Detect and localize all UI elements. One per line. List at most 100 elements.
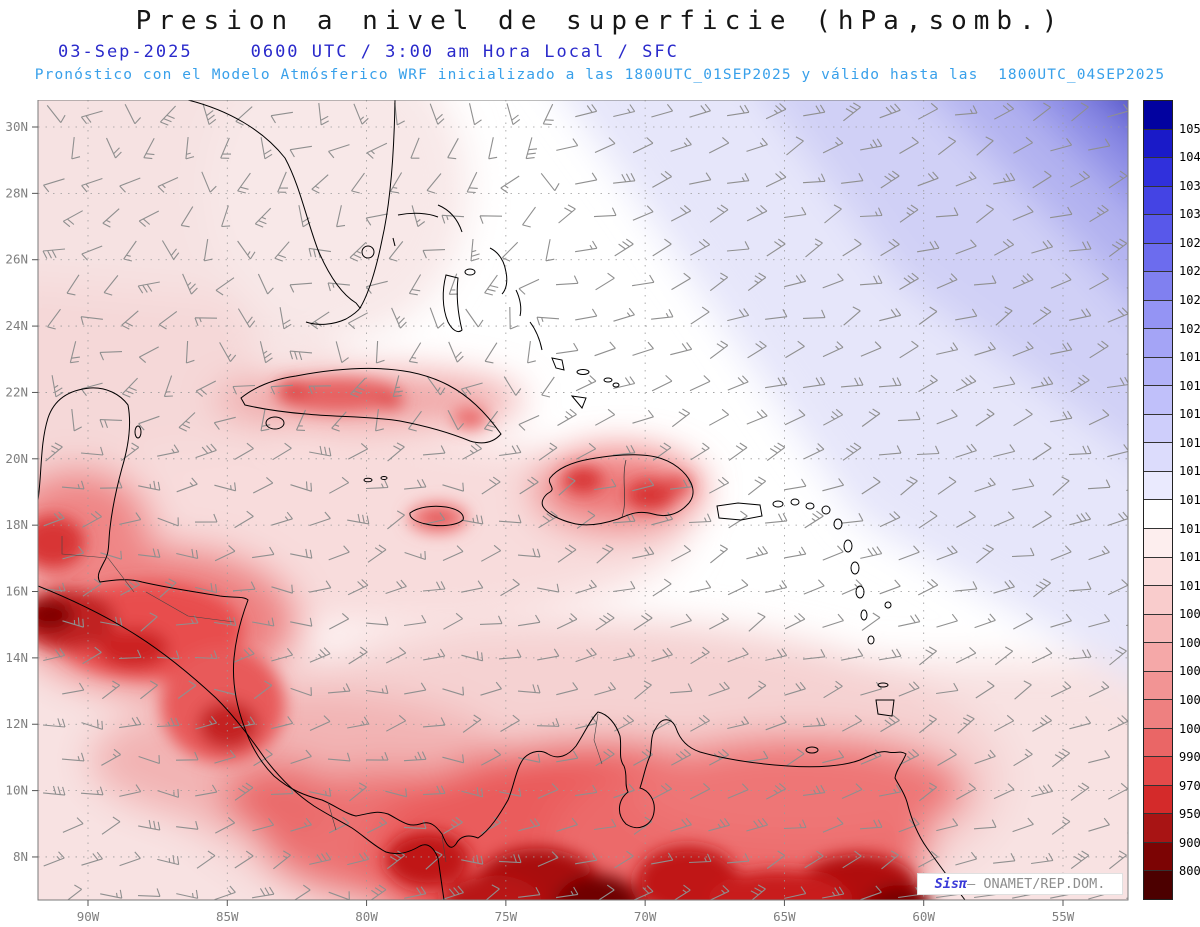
wind-barb	[213, 416, 236, 430]
wind-barb	[404, 614, 427, 627]
wind-barb	[748, 612, 766, 632]
wind-barb	[232, 581, 256, 592]
wind-barb	[293, 884, 311, 900]
wind-barb	[595, 612, 615, 631]
wind-barb	[221, 205, 231, 228]
lake-okeechobee	[361, 245, 375, 259]
wind-barb	[918, 102, 939, 120]
colorbar-label: 1025	[1179, 264, 1200, 279]
wind-barb	[975, 680, 995, 699]
wind-barb	[917, 171, 939, 187]
colorbar-swatch	[1144, 814, 1172, 843]
wind-barb	[295, 409, 307, 431]
wind-barb	[99, 479, 123, 489]
wind-barb	[976, 204, 994, 224]
wind-barb	[365, 616, 389, 626]
wind-barb	[1012, 341, 1034, 357]
colorbar-swatch	[1144, 101, 1172, 130]
wind-barb	[237, 240, 256, 260]
wind-barb	[138, 346, 159, 364]
lat-lon-grid	[38, 100, 1128, 900]
wind-barb	[1127, 698, 1128, 699]
wind-barb	[289, 282, 313, 293]
wind-barb	[690, 442, 710, 461]
wind-barb	[1089, 272, 1109, 290]
wind-barb	[461, 514, 484, 525]
wind-barb	[350, 377, 366, 398]
wind-barb	[822, 545, 844, 561]
colorbar-label: 1004	[1179, 664, 1200, 679]
wind-barb	[461, 651, 484, 662]
wind-barb	[271, 584, 294, 594]
wind-barb	[898, 748, 920, 766]
wind-barb	[993, 853, 1016, 864]
wind-barb	[1031, 239, 1054, 254]
wind-barb	[670, 613, 692, 628]
wind-barb	[120, 578, 140, 596]
wind-barb	[461, 787, 484, 798]
wind-barb	[234, 510, 254, 529]
wind-barb	[575, 852, 598, 865]
wind-barb	[545, 239, 555, 262]
wind-barb	[1050, 545, 1072, 561]
colorbar-label: 1022	[1179, 293, 1200, 307]
wind-barb	[899, 272, 919, 290]
axes: 30N 28N 26N 24N 22N 20N 18N 16N 14N 12N 10N 8N 90W 85…	[5, 119, 1074, 924]
wind-barb	[632, 885, 654, 900]
colorbar-swatch	[1144, 586, 1172, 615]
wind-barb	[411, 205, 426, 228]
wind-barb	[541, 376, 555, 398]
wind-barb	[1050, 410, 1073, 423]
wind-barb	[804, 850, 824, 869]
wind-barb	[900, 476, 918, 496]
wind-barb	[527, 341, 536, 364]
lat-label: 28N	[5, 185, 28, 200]
wind-barb	[1088, 545, 1110, 561]
wind-barb	[195, 583, 218, 594]
wind-barb	[254, 207, 272, 228]
wind-barb	[575, 784, 598, 797]
wind-barb	[671, 748, 692, 766]
wind-barb	[1031, 784, 1054, 798]
wind-barb	[936, 818, 959, 832]
coastlines	[38, 100, 966, 900]
colorbar-label: 900	[1179, 835, 1200, 850]
wind-barb	[163, 375, 173, 397]
wind-barb	[955, 851, 978, 866]
wind-barb	[802, 173, 826, 184]
wind-barb	[784, 612, 806, 630]
wind-barb	[479, 615, 503, 625]
wind-barb	[1012, 478, 1035, 491]
wind-barb	[726, 241, 750, 252]
wind-barb	[803, 376, 826, 389]
wind-barb	[465, 308, 484, 328]
wind-barb	[1014, 680, 1032, 700]
wind-barb	[235, 106, 253, 126]
wind-barb	[671, 272, 691, 291]
wind-barb	[176, 548, 199, 560]
colorbar-label: 1019	[1179, 350, 1200, 365]
wind-barb	[843, 102, 861, 122]
pressure-map: 30N 28N 26N 24N 22N 20N 18N 16N 14N 12N 10N 8N 90W 85…	[5, 100, 1129, 924]
wind-barb	[233, 647, 255, 663]
wind-barb	[670, 342, 693, 356]
wind-barb	[879, 308, 902, 322]
colorbar-label: 970	[1179, 778, 1200, 793]
wind-barb	[841, 648, 864, 661]
wind-barb	[897, 411, 921, 422]
wind-barb	[575, 375, 597, 392]
wind-barb	[973, 819, 997, 830]
wind-barb	[1108, 170, 1128, 189]
colorbar-swatch	[1144, 158, 1172, 187]
wind-barb	[898, 545, 920, 561]
colorbar-swatch	[1144, 329, 1172, 358]
wind-barb	[555, 275, 579, 286]
wind-barb	[784, 546, 807, 559]
lat-label: 26N	[5, 252, 28, 267]
wind-barb	[613, 376, 636, 390]
wind-barb	[335, 341, 349, 364]
wind-barb	[727, 579, 749, 596]
wind-barb	[632, 274, 655, 287]
wind-barb	[880, 714, 900, 733]
coastline-cuba	[240, 368, 502, 444]
